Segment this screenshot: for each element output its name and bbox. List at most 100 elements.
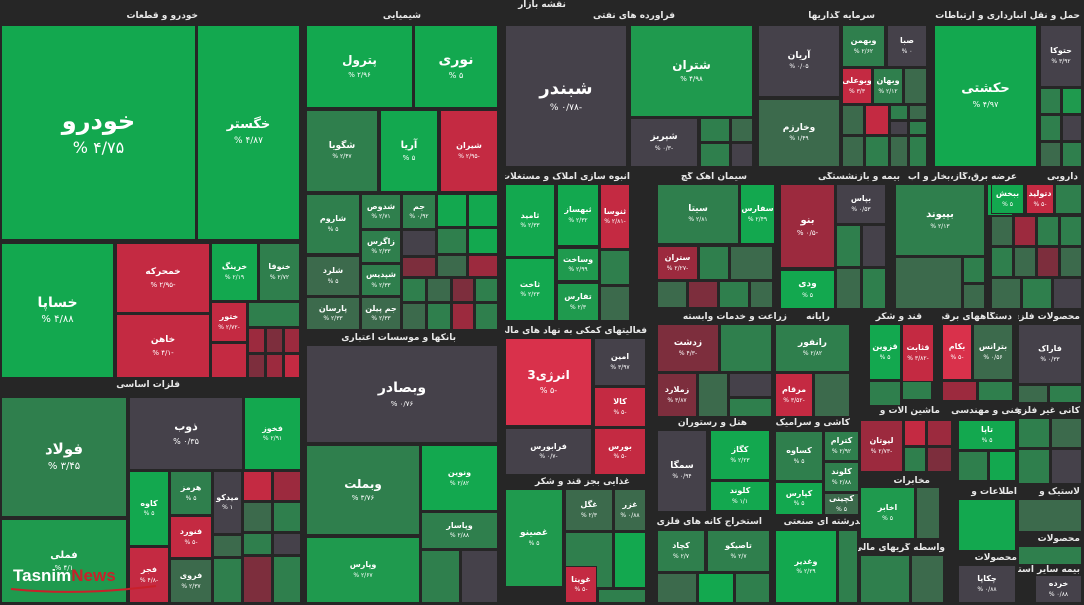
stock-tile-unlabeled[interactable] [657, 573, 697, 603]
stock-tile-unlabeled[interactable] [1022, 278, 1052, 309]
stock-tile[interactable]: خمحرکه -۲/۹۵ % [116, 243, 210, 313]
stock-tile-unlabeled[interactable] [862, 268, 886, 309]
stock-tile[interactable]: کاوه ۵ % [129, 471, 169, 546]
stock-tile[interactable]: شپدیس ۲/۳۳ % [361, 264, 401, 296]
stock-tile[interactable]: شپریز -۰/۳ % [630, 118, 698, 167]
stock-tile-unlabeled[interactable] [273, 533, 301, 555]
stock-tile-unlabeled[interactable] [468, 255, 498, 277]
stock-tile-unlabeled[interactable] [942, 381, 977, 401]
stock-tile[interactable]: پترول ۲/۹۶ % [306, 25, 413, 108]
stock-tile-unlabeled[interactable] [698, 373, 728, 417]
stock-tile-unlabeled[interactable] [461, 550, 498, 603]
stock-tile-unlabeled[interactable] [814, 373, 850, 417]
stock-tile-unlabeled[interactable] [1018, 449, 1050, 484]
stock-tile-unlabeled[interactable] [730, 246, 773, 280]
stock-tile[interactable]: ببخش ۵ % [991, 184, 1024, 214]
stock-tile[interactable]: سمگا ۰/۹۴ % [657, 430, 707, 512]
stock-tile[interactable]: فجر -۴/۸ % [129, 547, 169, 603]
stock-tile-unlabeled[interactable] [927, 447, 952, 472]
stock-tile[interactable]: قزوین ۵ % [869, 324, 901, 380]
stock-tile[interactable]: ونوین ۲/۸۲ % [421, 445, 498, 511]
stock-tile[interactable]: زاگرس ۲/۳۳ % [361, 230, 401, 263]
stock-tile[interactable]: کپارس ۵ % [775, 482, 823, 515]
stock-tile-unlabeled[interactable] [437, 255, 467, 277]
stock-tile[interactable]: بترانس ۰/۵۶ % [973, 324, 1013, 380]
stock-tile-unlabeled[interactable] [475, 303, 498, 330]
stock-tile[interactable]: نوری ۵ % [414, 25, 498, 108]
stock-tile[interactable]: شلرد ۵ % [306, 256, 360, 296]
stock-tile[interactable]: خنوفا ۲/۷۲ % [259, 243, 300, 301]
stock-tile-unlabeled[interactable] [1014, 216, 1036, 246]
stock-tile[interactable]: کگاز ۲/۲۳ % [710, 430, 770, 480]
stock-tile-unlabeled[interactable] [213, 535, 242, 557]
stock-tile-unlabeled[interactable] [699, 246, 729, 280]
stock-tile[interactable]: بکام -۵ % [942, 324, 972, 380]
stock-tile-unlabeled[interactable] [1051, 418, 1082, 448]
stock-tile-unlabeled[interactable] [688, 281, 718, 308]
stock-tile[interactable]: شبندر -۰/۷۸ % [505, 25, 627, 167]
stock-tile-unlabeled[interactable] [842, 136, 864, 167]
stock-tile[interactable]: شتران ۴/۹۸ % [630, 25, 753, 117]
stock-tile-unlabeled[interactable] [1060, 216, 1082, 246]
stock-tile-unlabeled[interactable] [1037, 216, 1059, 246]
stock-tile-unlabeled[interactable] [836, 225, 861, 267]
stock-tile-unlabeled[interactable] [842, 105, 864, 135]
stock-tile[interactable]: رانفور ۲/۸۲ % [775, 324, 850, 372]
stock-tile[interactable]: اخابر ۵ % [860, 487, 915, 539]
stock-tile[interactable]: میدکو ۱ % [213, 471, 242, 534]
stock-tile[interactable]: سفارس ۲/۴۹ % [740, 184, 775, 244]
stock-tile-unlabeled[interactable] [402, 278, 426, 302]
stock-tile[interactable]: ستران -۲/۲۷ % [657, 246, 698, 280]
stock-tile-unlabeled[interactable] [284, 354, 300, 378]
stock-tile-unlabeled[interactable] [890, 121, 908, 135]
stock-tile[interactable]: امین ۳/۹۷ % [594, 338, 646, 386]
stock-tile[interactable]: خرده ۰/۸۸ % [1035, 575, 1082, 603]
stock-tile-unlabeled[interactable] [1040, 88, 1061, 114]
stock-tile-unlabeled[interactable] [211, 343, 247, 378]
stock-tile[interactable]: وخارزم ۱/۴۹ % [758, 99, 840, 167]
stock-tile-unlabeled[interactable] [1049, 385, 1082, 403]
stock-tile[interactable]: پارسان ۲/۳۳ % [306, 297, 360, 330]
stock-tile[interactable]: بنو -۰/۵ % [780, 184, 835, 268]
stock-tile[interactable]: غویتا -۵ % [565, 566, 597, 603]
stock-tile-unlabeled[interactable] [862, 225, 886, 267]
stock-tile-unlabeled[interactable] [729, 373, 772, 397]
stock-tile-unlabeled[interactable] [402, 230, 436, 256]
stock-tile[interactable]: وبملت ۳/۷۶ % [306, 445, 420, 535]
stock-tile-unlabeled[interactable] [427, 278, 451, 302]
stock-tile[interactable]: فخوز ۲/۹۱ % [244, 397, 301, 470]
stock-tile-unlabeled[interactable] [731, 143, 753, 167]
stock-tile[interactable]: لیوتان -۲/۷۳ % [860, 420, 903, 472]
stock-tile-unlabeled[interactable] [273, 471, 301, 501]
stock-tile-unlabeled[interactable] [614, 532, 646, 588]
stock-tile[interactable]: ثبهساز ۲/۳۲ % [557, 184, 599, 246]
stock-tile-unlabeled[interactable] [911, 555, 944, 603]
stock-tile-unlabeled[interactable] [958, 451, 988, 481]
stock-tile[interactable]: خودرو ۴/۷۵ % [1, 25, 196, 240]
stock-tile[interactable]: فاراک ۰/۳۳ % [1018, 324, 1082, 384]
stock-tile[interactable]: مرقام -۳/۵۲ % [775, 373, 813, 417]
stock-tile[interactable]: فرابورس -۰/۷ % [505, 428, 592, 475]
stock-tile-unlabeled[interactable] [895, 257, 962, 309]
stock-tile[interactable]: وبهمن ۲/۶۲ % [842, 25, 885, 67]
stock-tile-unlabeled[interactable] [1055, 184, 1082, 214]
stock-tile[interactable]: چکاپا ۰/۸۸ % [958, 565, 1016, 603]
stock-tile[interactable]: کچینی ۵ % [824, 493, 859, 515]
stock-tile-unlabeled[interactable] [1053, 278, 1082, 309]
stock-tile-unlabeled[interactable] [243, 556, 272, 603]
stock-tile[interactable]: فملی ۴/۱ % [1, 519, 127, 603]
stock-tile[interactable]: تاپا ۵ % [958, 420, 1016, 450]
stock-tile[interactable]: کالا -۵ % [594, 387, 646, 427]
stock-tile[interactable]: خساپا ۴/۸۸ % [1, 243, 114, 378]
stock-tile-unlabeled[interactable] [284, 328, 300, 353]
stock-tile-unlabeled[interactable] [421, 550, 460, 603]
stock-tile-unlabeled[interactable] [598, 589, 646, 603]
stock-tile-unlabeled[interactable] [836, 268, 861, 309]
stock-tile[interactable]: غگل ۲/۳ % [565, 489, 613, 531]
stock-tile-unlabeled[interactable] [1062, 115, 1082, 141]
stock-tile-unlabeled[interactable] [1014, 247, 1036, 277]
stock-tile-unlabeled[interactable] [958, 499, 1016, 551]
stock-tile-unlabeled[interactable] [600, 250, 630, 285]
stock-tile-unlabeled[interactable] [1018, 418, 1050, 448]
stock-tile-unlabeled[interactable] [475, 278, 498, 302]
